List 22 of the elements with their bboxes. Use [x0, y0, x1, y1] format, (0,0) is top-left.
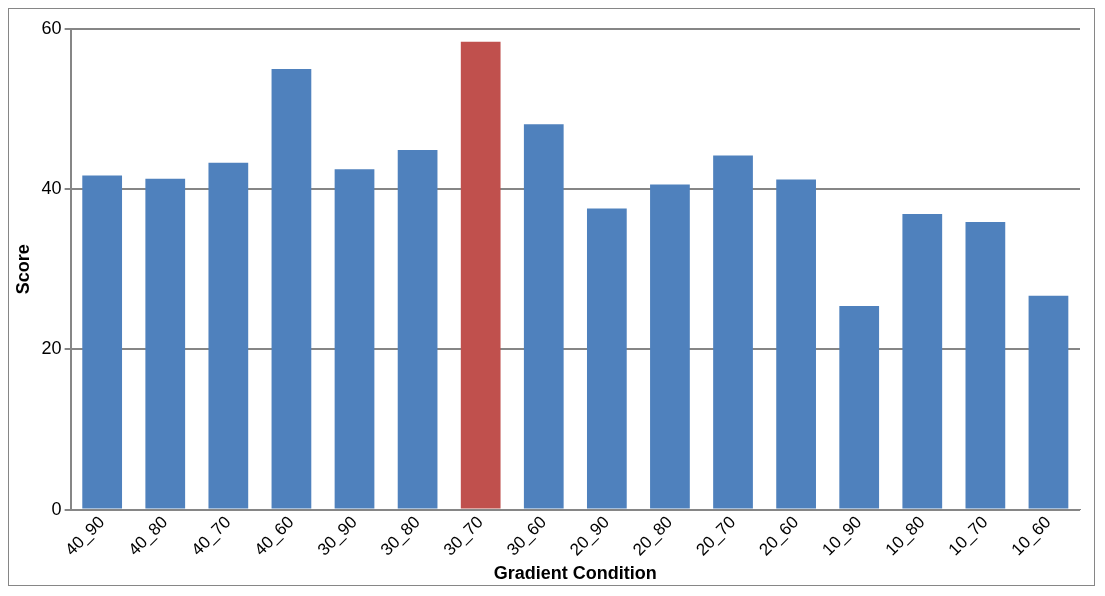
- bar: [586, 208, 627, 509]
- bar: [82, 175, 123, 509]
- y-axis-title: Score: [12, 244, 33, 295]
- bar: [460, 41, 501, 509]
- bar: [145, 178, 186, 509]
- bar: [902, 214, 943, 509]
- bar: [839, 306, 880, 509]
- y-tick-label: 60: [41, 17, 62, 38]
- bar: [271, 69, 312, 509]
- bar: [334, 169, 375, 509]
- bar: [523, 124, 564, 509]
- y-tick-label: 20: [41, 338, 62, 359]
- y-tick-label: 0: [51, 498, 62, 519]
- bar: [776, 179, 816, 509]
- bar: [1028, 295, 1069, 509]
- bar: [713, 155, 753, 509]
- y-tick-label: 40: [41, 178, 62, 199]
- bar: [965, 222, 1006, 509]
- bar: [208, 162, 249, 509]
- bar: [650, 184, 690, 509]
- bar: [397, 149, 438, 509]
- x-axis-title: Gradient Condition: [493, 563, 657, 584]
